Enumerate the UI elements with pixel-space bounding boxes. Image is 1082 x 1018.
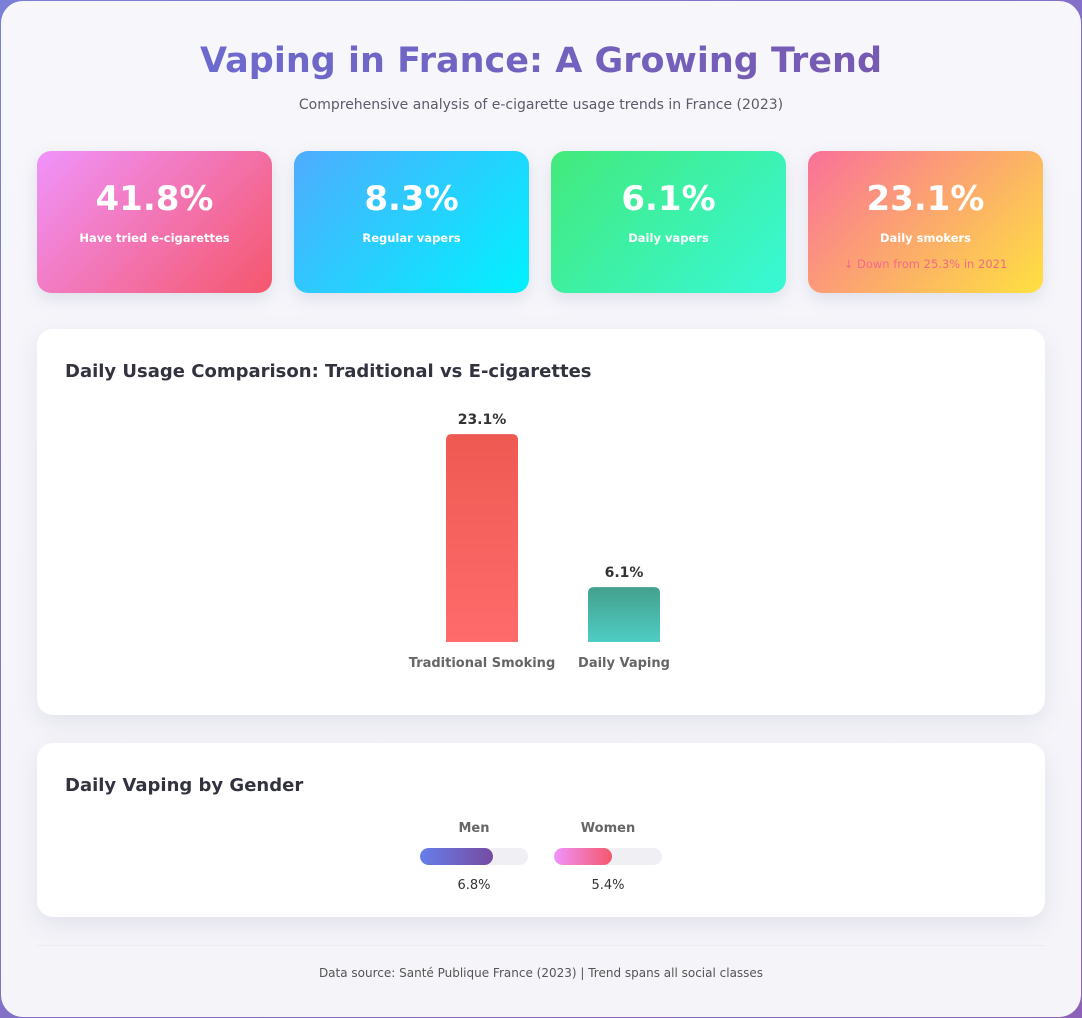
bar-traditional-smoking bbox=[446, 434, 518, 642]
gender-item-women: Women 5.4% bbox=[554, 821, 662, 893]
page-title: Vaping in France: A Growing Trend bbox=[1, 41, 1081, 81]
stat-trend-note: ↓ Down from 25.3% in 2021 bbox=[843, 257, 1008, 271]
gender-bar-track bbox=[420, 848, 528, 865]
footer-source: Data source: Santé Publique France (2023… bbox=[318, 966, 764, 980]
stat-card-daily-vapers: 6.1% Daily vapers bbox=[551, 151, 786, 293]
usage-chart-title: Daily Usage Comparison: Traditional vs E… bbox=[65, 361, 592, 382]
footer-divider bbox=[37, 945, 1045, 946]
page-subtitle: Comprehensive analysis of e-cigarette us… bbox=[298, 97, 784, 113]
stat-value: 23.1% bbox=[866, 179, 985, 219]
stat-label: Regular vapers bbox=[362, 231, 461, 245]
bar-category-label: Daily Vaping bbox=[578, 656, 670, 671]
bar-daily-vaping bbox=[588, 587, 660, 642]
stat-label: Have tried e-cigarettes bbox=[79, 231, 230, 245]
stat-card-tried: 41.8% Have tried e-cigarettes bbox=[37, 151, 272, 293]
gender-item-men: Men 6.8% bbox=[420, 821, 528, 893]
gender-bar-fill-women bbox=[554, 848, 613, 865]
stat-label: Daily smokers bbox=[879, 231, 972, 245]
stat-value: 41.8% bbox=[95, 179, 214, 219]
gender-label: Men bbox=[458, 821, 490, 836]
stat-value: 6.1% bbox=[621, 179, 716, 219]
bar-category-label: Traditional Smoking bbox=[409, 656, 556, 671]
bar-value-label: 23.1% bbox=[458, 412, 507, 428]
bar-value-label: 6.1% bbox=[605, 565, 644, 581]
usage-comparison-card: Daily Usage Comparison: Traditional vs E… bbox=[37, 329, 1045, 715]
gender-bar-fill-men bbox=[420, 848, 494, 865]
gender-chart-title: Daily Vaping by Gender bbox=[65, 775, 304, 796]
gender-card: Daily Vaping by Gender Men 6.8% Women 5.… bbox=[37, 743, 1045, 917]
usage-bar-chart: 23.1% Traditional Smoking 6.1% Daily Vaping bbox=[409, 412, 670, 671]
gender-label: Women bbox=[580, 821, 636, 836]
gender-bar-track bbox=[554, 848, 662, 865]
stat-card-daily-smokers: 23.1% Daily smokers ↓ Down from 25.3% in… bbox=[808, 151, 1043, 293]
gender-value: 5.4% bbox=[591, 878, 625, 893]
stat-label: Daily vapers bbox=[628, 231, 709, 245]
gender-value: 6.8% bbox=[457, 878, 491, 893]
stat-value: 8.3% bbox=[364, 179, 459, 219]
stat-card-regular: 8.3% Regular vapers bbox=[294, 151, 529, 293]
